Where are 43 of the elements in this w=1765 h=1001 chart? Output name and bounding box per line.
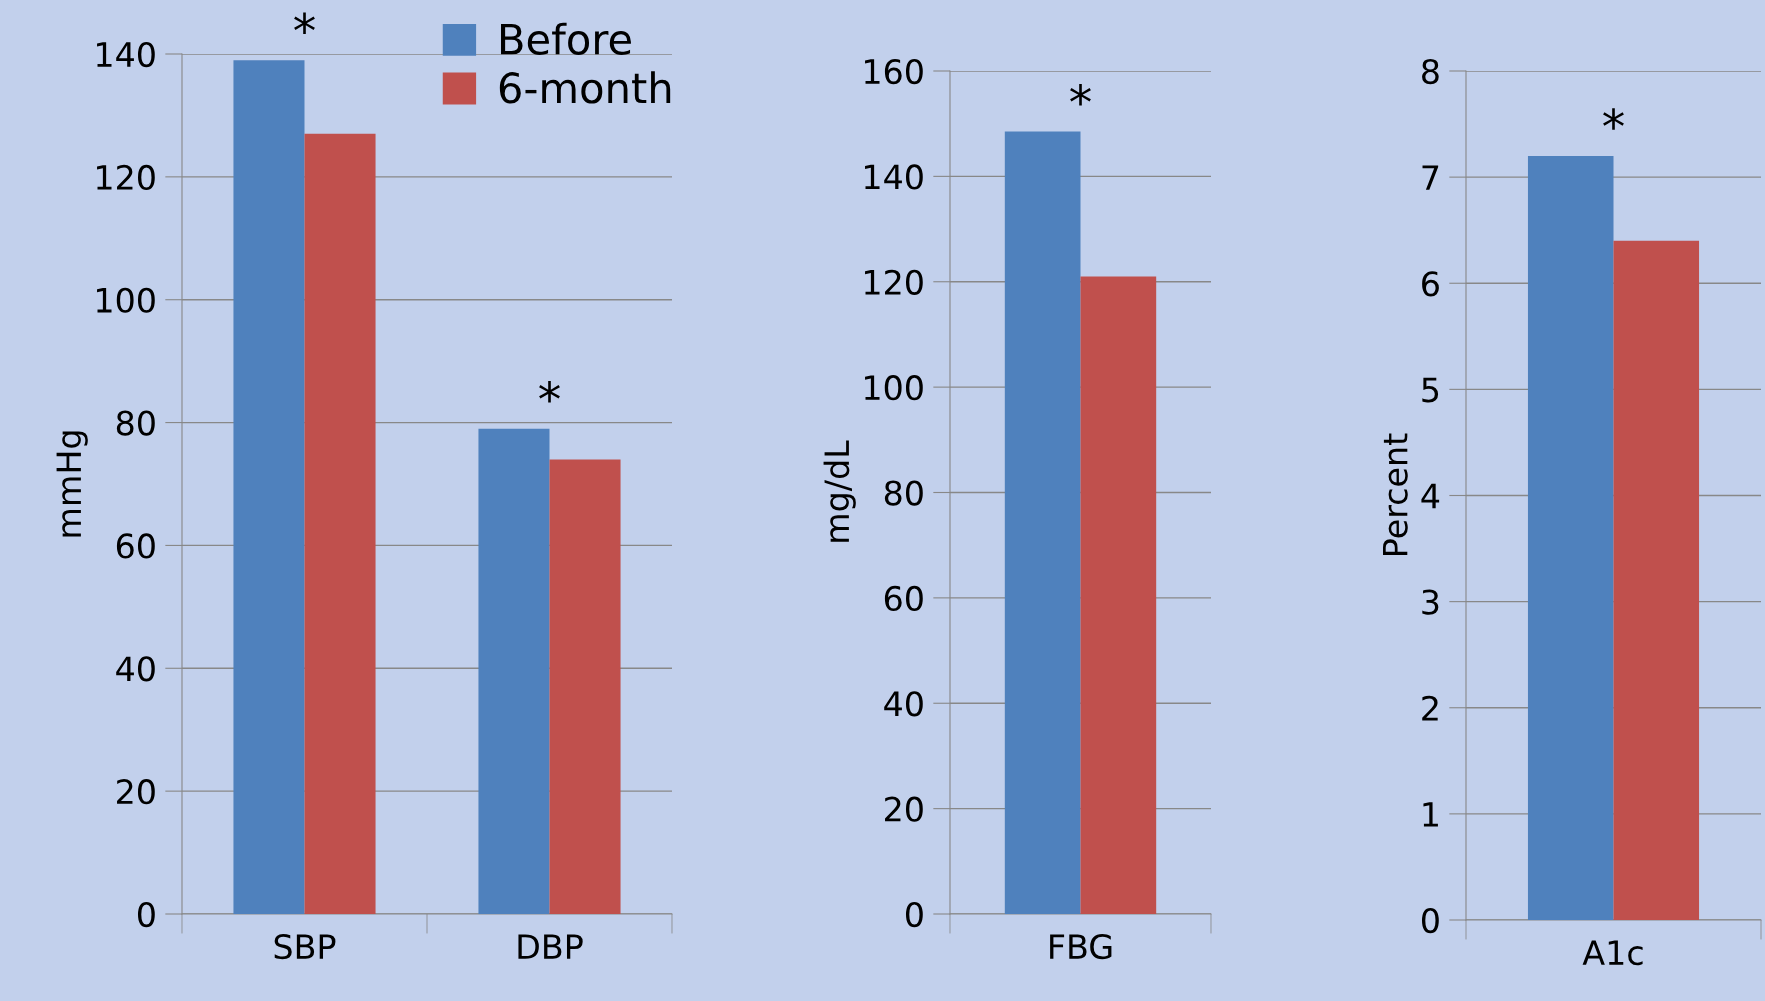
y-tick-label: 1 <box>1423 802 1438 827</box>
bar <box>549 459 621 914</box>
y-tick-label: 60 <box>884 585 923 612</box>
x-tick-label: FBG <box>1050 934 1112 960</box>
y-tick-label: 140 <box>97 41 155 68</box>
y-tick-label: 40 <box>116 656 155 682</box>
y-axis-title: Percent <box>1383 433 1408 555</box>
y-tick-label: 5 <box>1422 377 1439 403</box>
y-tick-label: 2 <box>1422 695 1438 721</box>
y-tick-label: 100 <box>865 375 923 401</box>
y-tick-label: 4 <box>1421 483 1440 509</box>
y-tick-label: 80 <box>884 480 923 506</box>
bar <box>304 133 376 914</box>
y-tick-label: 7 <box>1422 165 1439 190</box>
x-tick-label: A1c <box>1582 940 1643 966</box>
x-tick-label: SBP <box>274 934 336 960</box>
y-tick-label: 80 <box>116 410 155 436</box>
legend-label: Before <box>501 22 631 55</box>
y-tick-label: 3 <box>1422 589 1439 615</box>
y-tick-label: 120 <box>97 164 155 190</box>
bar <box>233 60 305 914</box>
y-tick-label: 40 <box>884 691 923 717</box>
y-tick-label: 100 <box>97 287 155 313</box>
y-axis-title: mmHg <box>56 431 88 537</box>
y-tick-label: 60 <box>116 533 155 559</box>
y-tick-label: 0 <box>137 901 155 928</box>
y-tick-label: 160 <box>865 58 923 85</box>
bar <box>478 428 550 914</box>
y-axis-title: mg/dL <box>823 440 856 542</box>
annotation: * <box>1603 108 1624 130</box>
y-tick-label: 6 <box>1422 271 1439 297</box>
annotation: * <box>294 12 315 35</box>
y-tick-label: 0 <box>905 901 923 928</box>
y-tick-label: 140 <box>865 164 923 190</box>
y-tick-label: 20 <box>885 796 923 822</box>
y-tick-label: 120 <box>865 269 923 295</box>
annotation: * <box>539 381 560 403</box>
y-tick-label: 0 <box>1421 907 1439 934</box>
legend-label: 6-month <box>499 71 671 104</box>
x-tick-label: DBP <box>518 934 583 959</box>
annotation: * <box>1070 83 1091 106</box>
y-tick-label: 8 <box>1422 58 1439 85</box>
y-tick-label: 20 <box>117 779 155 805</box>
